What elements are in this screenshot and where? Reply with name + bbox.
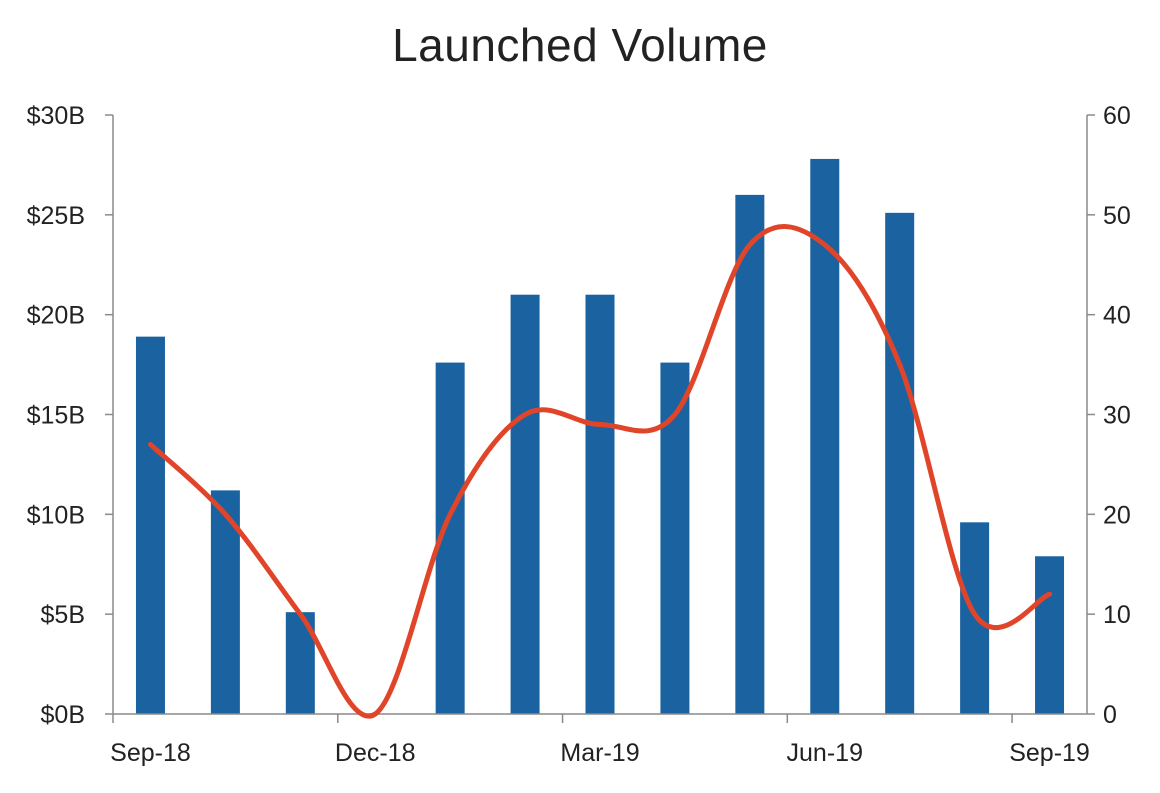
y-right-tick-label: 40	[1103, 302, 1131, 330]
y-right-tick-label: 10	[1103, 601, 1131, 629]
x-tick-label: Jun-19	[787, 739, 863, 767]
y-left-tick-label: $0B	[41, 701, 85, 729]
bar	[885, 212, 915, 714]
y-right-tick-label: 20	[1103, 501, 1131, 529]
bar	[735, 194, 765, 714]
bar	[135, 336, 165, 714]
y-left-tick-label: $20B	[27, 302, 85, 330]
y-left-tick-label: $5B	[41, 601, 85, 629]
y-left-tick-label: $15B	[27, 402, 85, 430]
bar	[510, 294, 540, 714]
y-left-tick-label: $30B	[27, 102, 85, 130]
y-right-tick-label: 0	[1103, 701, 1117, 729]
y-right-tick-label: 60	[1103, 102, 1131, 130]
y-left-tick-label: $25B	[27, 202, 85, 230]
y-right-tick-label: 50	[1103, 202, 1131, 230]
x-tick-label: Mar-19	[560, 739, 639, 767]
bar	[1035, 556, 1065, 714]
bar	[585, 294, 615, 714]
x-tick-label: Sep-18	[110, 739, 191, 767]
x-tick-label: Dec-18	[335, 739, 416, 767]
x-tick-label: Sep-19	[1009, 739, 1090, 767]
y-left-tick-label: $10B	[27, 501, 85, 529]
line-series	[147, 224, 1053, 719]
y-right-tick-label: 30	[1103, 402, 1131, 430]
chart-title: Launched Volume	[392, 19, 768, 71]
